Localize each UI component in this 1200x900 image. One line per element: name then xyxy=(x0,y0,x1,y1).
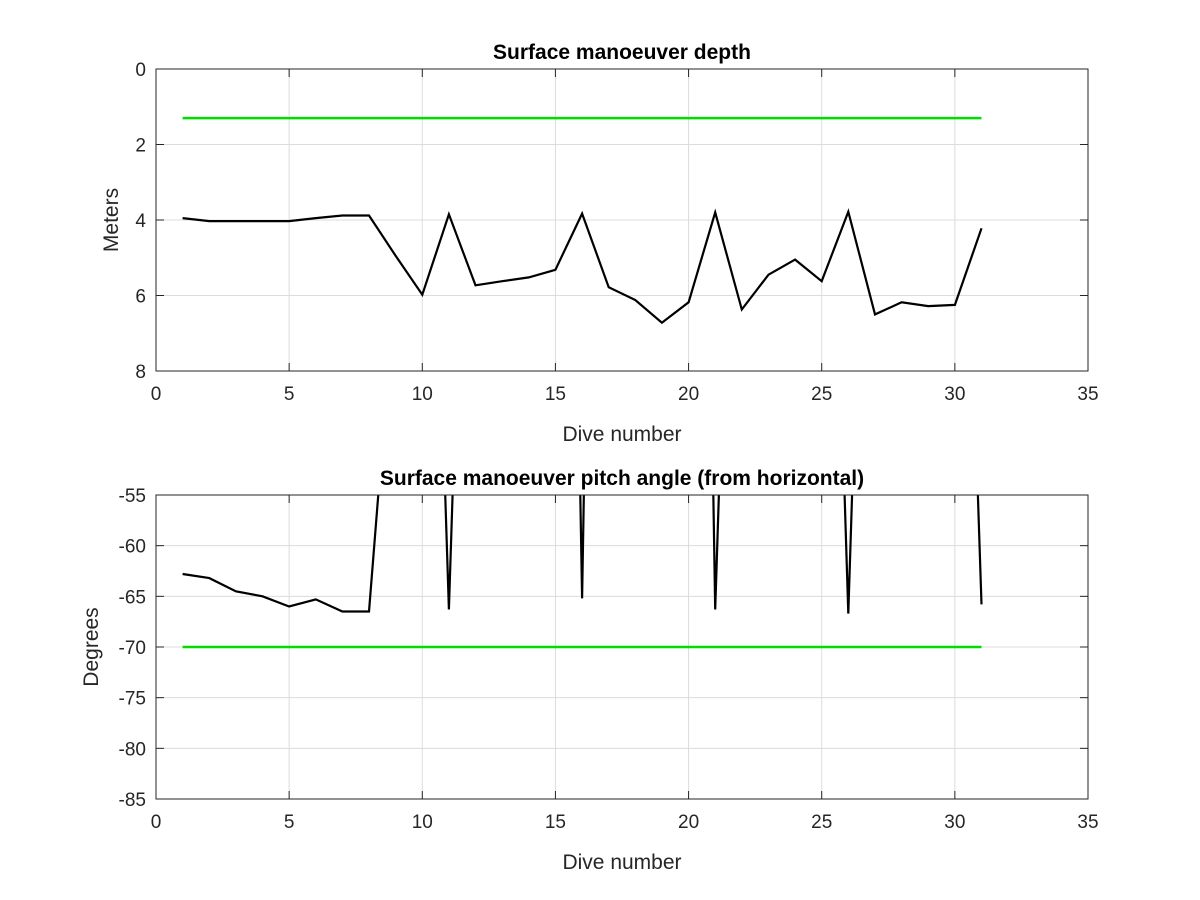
depth-x-tick-labels: 0 5 10 15 20 25 30 35 xyxy=(151,69,1099,405)
depth-data-line xyxy=(182,208,983,325)
depth-y-tick-label: 0 xyxy=(135,60,146,81)
depth-x-tick-label: 25 xyxy=(811,384,832,405)
pitch-series-group xyxy=(182,495,983,649)
pitch-x-tick-label: 5 xyxy=(284,812,295,833)
pitch-x-tick-labels: 0 5 10 15 20 25 30 35 xyxy=(151,495,1099,833)
pitch-y-tick-label: -85 xyxy=(119,790,146,811)
pitch-x-tick-label: 0 xyxy=(151,812,162,833)
depth-plot-panel: 0 5 10 15 20 25 30 35 0 2 4 6 8 Surface manoeuver d… xyxy=(100,41,1099,446)
pitch-chart-title: Surface manoeuver pitch angle (from hori… xyxy=(380,467,864,490)
depth-y-tick-label: 2 xyxy=(135,136,146,157)
depth-x-tick-label: 30 xyxy=(944,384,965,405)
depth-x-axis-label: Dive number xyxy=(562,423,681,446)
pitch-x-tick-label: 35 xyxy=(1077,812,1098,833)
pitch-x-tick-label: 15 xyxy=(545,812,566,833)
pitch-x-tick-label: 30 xyxy=(944,812,965,833)
pitch-data-line xyxy=(182,495,983,614)
depth-chart-title: Surface manoeuver depth xyxy=(493,41,751,64)
depth-x-tick-label: 5 xyxy=(284,384,295,405)
pitch-y-tick-label: -75 xyxy=(119,689,146,710)
depth-series-group xyxy=(182,116,983,325)
depth-x-tick-label: 10 xyxy=(412,384,433,405)
pitch-y-tick-label: -60 xyxy=(119,537,146,558)
pitch-x-tick-label: 25 xyxy=(811,812,832,833)
depth-x-tick-label: 0 xyxy=(151,384,162,405)
pitch-y-tick-label: -65 xyxy=(119,587,146,608)
pitch-x-tick-label: 20 xyxy=(678,812,699,833)
pitch-x-tick-label: 10 xyxy=(412,812,433,833)
depth-y-tick-labels: 0 2 4 6 8 xyxy=(135,60,1088,383)
depth-x-tick-label: 15 xyxy=(545,384,566,405)
pitch-x-axis-label: Dive number xyxy=(562,851,681,874)
depth-y-tick-label: 8 xyxy=(135,362,146,383)
pitch-y-tick-label: -70 xyxy=(119,638,146,659)
pitch-y-tick-label: -55 xyxy=(119,486,146,507)
depth-x-tick-label: 35 xyxy=(1077,384,1098,405)
pitch-plot-panel: 0 5 10 15 20 25 30 35 -55 -60 -65 -70 -75 -80 -85 Sur… xyxy=(80,467,1099,874)
depth-x-tick-label: 20 xyxy=(678,384,699,405)
pitch-y-axis-label: Degrees xyxy=(80,607,103,686)
depth-y-tick-label: 6 xyxy=(135,287,146,308)
depth-y-tick-label: 4 xyxy=(135,211,146,232)
pitch-y-tick-labels: -55 -60 -65 -70 -75 -80 -85 xyxy=(119,486,1088,811)
pitch-y-tick-label: -80 xyxy=(119,739,146,760)
depth-y-axis-label: Meters xyxy=(100,188,123,252)
